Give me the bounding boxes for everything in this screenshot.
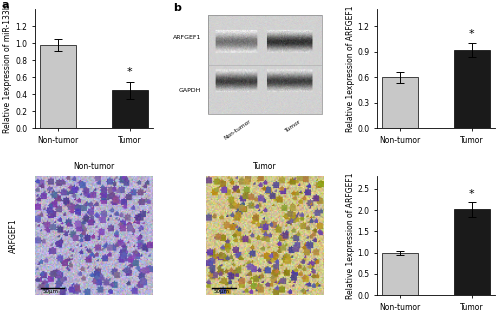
Bar bbox=[208, 15, 322, 114]
Bar bbox=[40, 45, 76, 128]
Bar bbox=[112, 90, 148, 128]
Text: ARFGEF1: ARFGEF1 bbox=[10, 218, 18, 253]
Y-axis label: Relative 1expression of miR-133b: Relative 1expression of miR-133b bbox=[4, 5, 13, 133]
Text: GAPDH: GAPDH bbox=[179, 88, 202, 93]
Text: b: b bbox=[173, 3, 181, 14]
Text: *: * bbox=[127, 68, 132, 78]
Text: ARFGEF1: ARFGEF1 bbox=[173, 35, 202, 41]
Text: a: a bbox=[2, 0, 10, 10]
Bar bbox=[454, 50, 490, 128]
Text: Non-tumor: Non-tumor bbox=[74, 162, 114, 171]
Bar bbox=[382, 253, 418, 295]
Bar bbox=[382, 78, 418, 128]
Text: Tumor: Tumor bbox=[284, 119, 301, 133]
Y-axis label: Relative 1expression of ARFGEF1: Relative 1expression of ARFGEF1 bbox=[346, 172, 354, 299]
Text: Non-tumor: Non-tumor bbox=[224, 119, 252, 141]
Y-axis label: Relative 1expression of ARFGEF1: Relative 1expression of ARFGEF1 bbox=[346, 6, 354, 132]
Bar bbox=[454, 209, 490, 295]
Text: 50μm: 50μm bbox=[213, 289, 229, 294]
Text: *: * bbox=[469, 189, 474, 199]
Text: *: * bbox=[469, 29, 474, 39]
Text: Tumor: Tumor bbox=[253, 162, 277, 171]
Text: 50μm: 50μm bbox=[42, 289, 58, 294]
